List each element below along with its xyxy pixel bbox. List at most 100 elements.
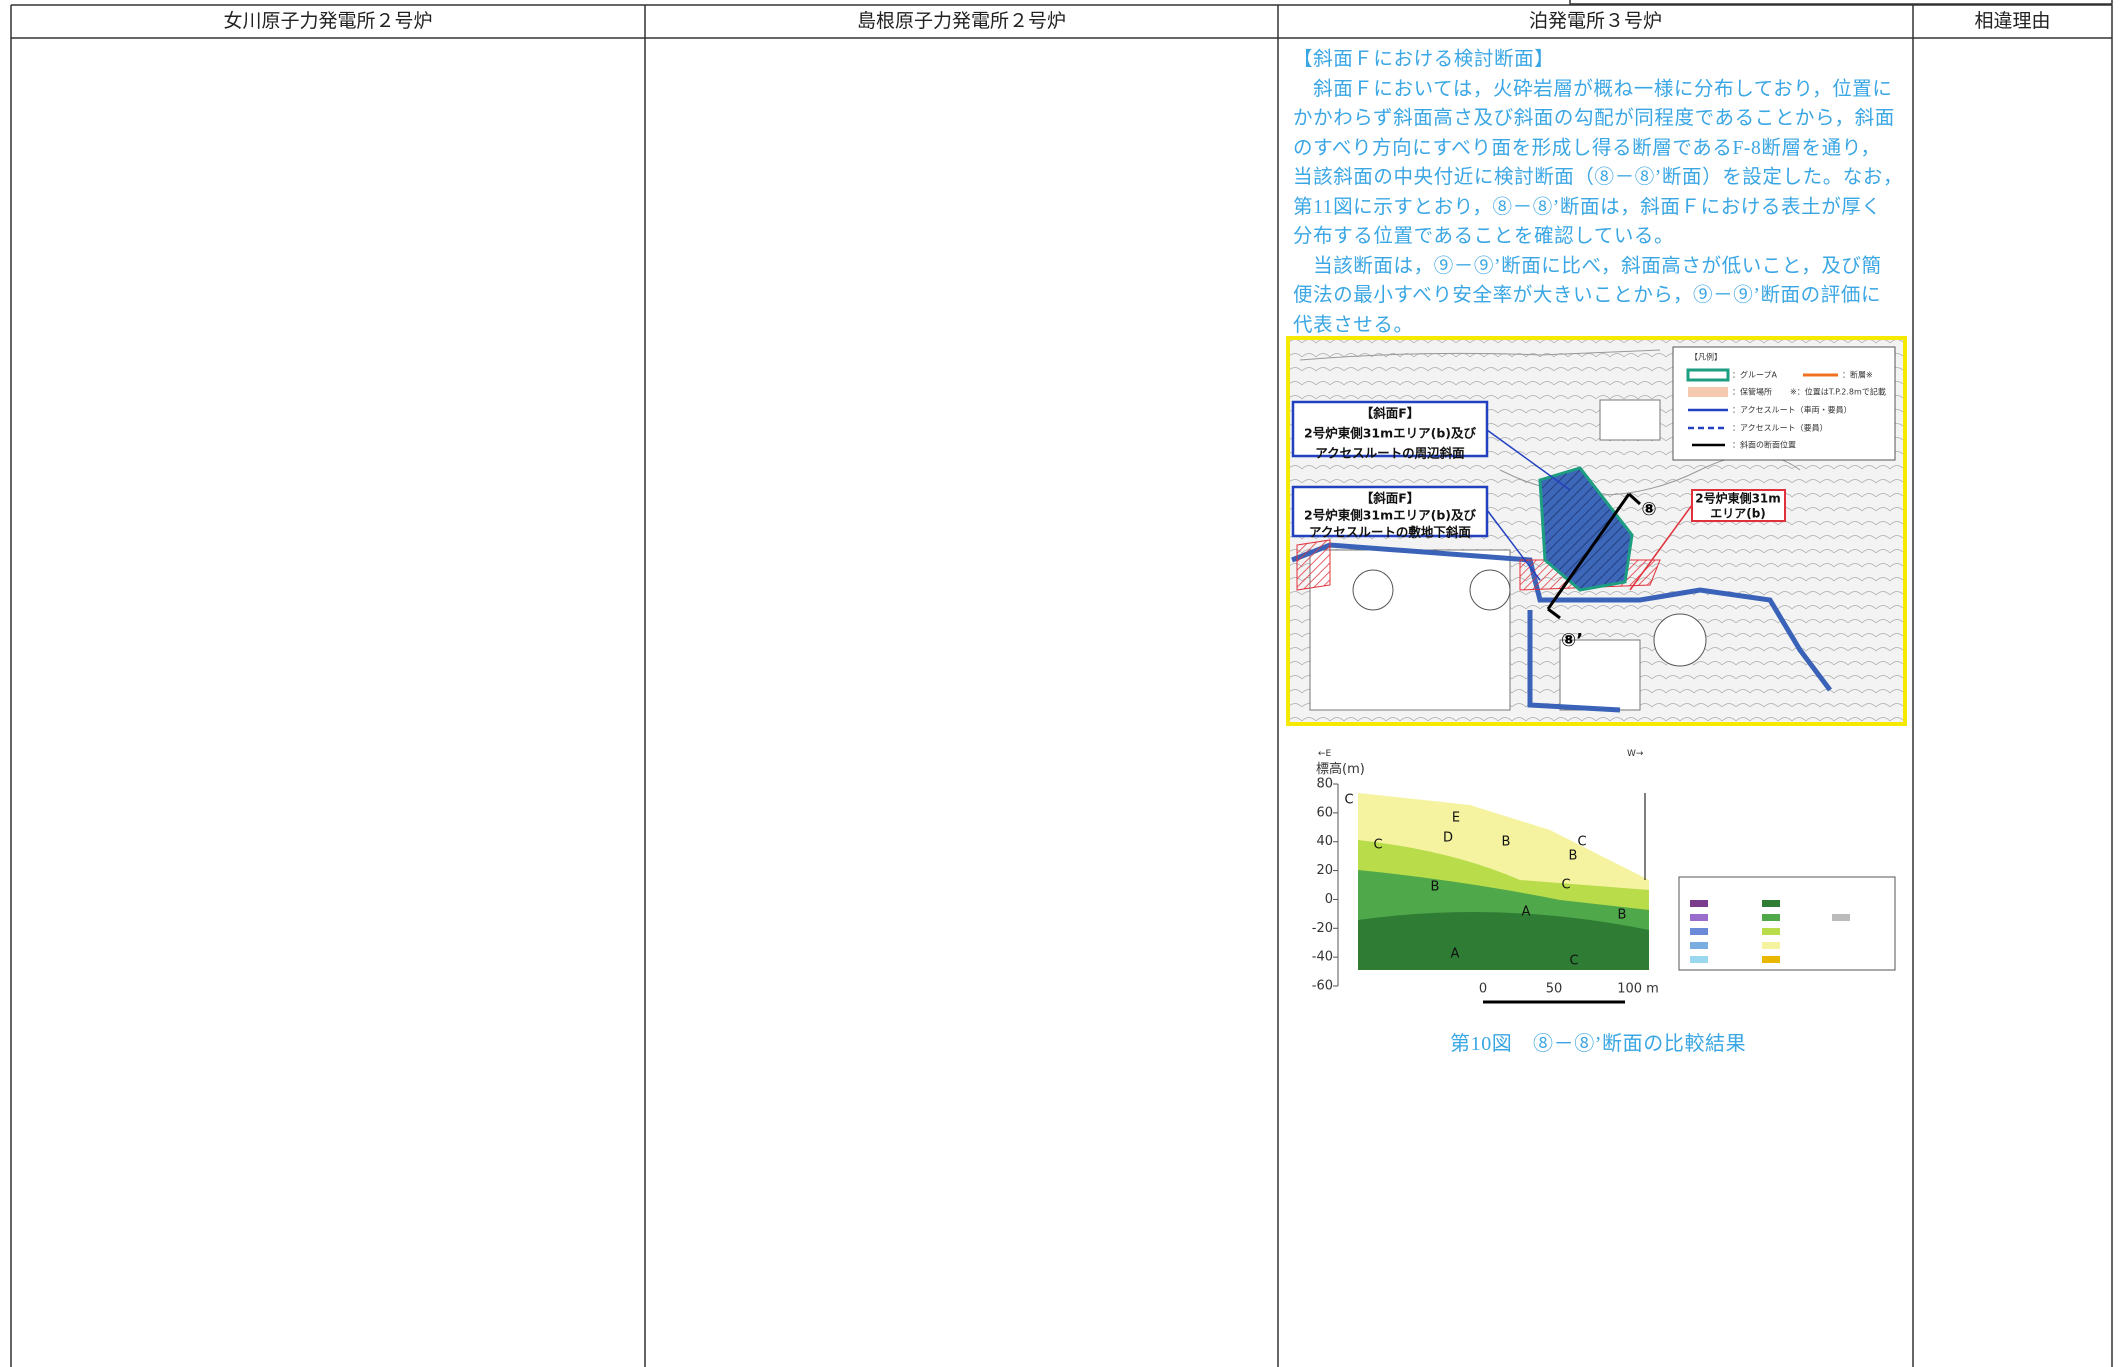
y-tick-label: 80 — [1316, 777, 1333, 792]
access-route — [1527, 610, 1621, 713]
legend-swatch — [1762, 914, 1780, 921]
callout-text: 2号炉東側31m — [1695, 491, 1781, 506]
reactor — [1469, 569, 1511, 611]
paragraph-line: 【斜面Ｆにおける検討断面】 — [1293, 49, 1555, 70]
section-marker: ⑧ — [1641, 499, 1656, 520]
paragraph-line: 斜面Ｆにおいては，火砕岩層が概ね一様に分布しており，位置に — [1293, 78, 1893, 100]
map-legend — [1672, 346, 1896, 461]
legend-text: ：アクセスルート（車両・要員） — [1732, 405, 1852, 415]
leader — [1486, 509, 1541, 581]
legend-swatch — [1762, 956, 1780, 963]
callout-text: 2号炉東側31mエリア(b)及び — [1304, 508, 1476, 523]
zone-label: A — [1451, 947, 1460, 962]
column-header: 泊発電所３号炉 — [1528, 11, 1662, 32]
section-marker: ⑧’ — [1561, 630, 1583, 651]
zone-label: B — [1502, 835, 1511, 850]
legend-swatch — [1690, 956, 1708, 963]
zone-label: C — [1373, 838, 1382, 853]
leader — [1486, 429, 1571, 491]
reactor — [1653, 613, 1707, 667]
leader — [1629, 504, 1693, 591]
legend-swatch — [1688, 387, 1728, 397]
zone-label: B — [1618, 908, 1627, 923]
y-tick-label: -20 — [1312, 921, 1333, 936]
zone-label: A — [1522, 905, 1531, 920]
y-tick-label: -60 — [1312, 979, 1333, 994]
zone-label: C — [1569, 954, 1578, 969]
callout-text: アクセスルートの敷地下斜面 — [1309, 525, 1471, 540]
legend-text: ：アクセスルート（要員） — [1732, 424, 1828, 433]
y-tick-label: 0 — [1325, 892, 1333, 907]
section-legend — [1678, 876, 1896, 971]
legend-swatch — [1762, 900, 1780, 907]
direction-label: ←E — [1318, 749, 1332, 759]
top-box — [1569, 0, 2113, 5]
y-tick-label: -40 — [1312, 950, 1333, 965]
paragraph-line: 当該斜面の中央付近に検討断面（⑧－⑧’断面）を設定した。なお， — [1293, 167, 1904, 188]
section-line — [1627, 492, 1642, 506]
paragraph-line: かかわらず斜面高さ及び斜面の勾配が同程度であることから，斜面 — [1293, 108, 1895, 129]
paragraph-line: 便法の最小すべり安全率が大きいことから，⑨－⑨’断面の評価に — [1293, 285, 1882, 306]
legend-text: ：グループA — [1732, 370, 1778, 380]
legend-swatch — [1690, 942, 1708, 949]
y-tick-label: 60 — [1316, 805, 1333, 820]
zone-label: C — [1577, 835, 1586, 850]
building — [1599, 399, 1661, 441]
figure-caption: 第10図 ⑧－⑧’断面の比較結果 — [1450, 1033, 1747, 1055]
paragraph-line: 分布する位置であることを確認している。 — [1293, 226, 1675, 247]
zone-label: B — [1431, 880, 1440, 895]
paragraph-line: 代表させる。 — [1293, 314, 1414, 336]
scale-label: 50 — [1546, 982, 1563, 997]
legend-swatch — [1762, 942, 1780, 949]
direction-label: W→ — [1627, 749, 1644, 759]
site-map — [1286, 336, 1907, 726]
legend-swatch — [1832, 914, 1850, 921]
scale-label: 0 — [1479, 982, 1487, 997]
layer-a — [1358, 912, 1649, 970]
cross-section — [1337, 784, 1896, 1004]
scale-label: 100 m — [1617, 982, 1659, 997]
legend-swatch — [1762, 928, 1780, 935]
y-tick-label: 20 — [1316, 863, 1333, 878]
column-header: 相違理由 — [1974, 11, 2051, 32]
y-tick-label: 40 — [1316, 834, 1333, 849]
callout-text: 2号炉東側31mエリア(b)及び — [1304, 426, 1476, 441]
callout-text: エリア(b) — [1710, 507, 1766, 521]
callout-text: 【斜面F】 — [1361, 491, 1420, 506]
zone-label: D — [1443, 831, 1453, 846]
legend-text: 【凡例】 — [1690, 352, 1722, 362]
legend-text: ：斜面の断面位置 — [1732, 440, 1796, 450]
zone-label: E — [1452, 811, 1460, 826]
legend-swatch — [1690, 914, 1708, 921]
access-route — [1291, 542, 1832, 692]
callout — [1291, 400, 1489, 458]
building — [1559, 639, 1641, 711]
contour — [1299, 349, 1661, 361]
paragraph-line: のすべり方向にすべり面を形成し得る断層であるF-8断層を通り， — [1293, 137, 1881, 159]
slope-area — [1296, 539, 1331, 591]
legend-text: ※：位置はT.P.2.8mで記載 — [1790, 387, 1886, 397]
legend-text: ：断層※ — [1842, 370, 1873, 380]
column-header: 女川原子力発電所２号炉 — [223, 11, 433, 32]
axis-label: 標高(m) — [1316, 761, 1365, 777]
zone-label: C — [1344, 793, 1353, 808]
paragraph-line: 当該断面は，⑨－⑨’断面に比べ，斜面高さが低いこと，及び簡 — [1293, 255, 1882, 277]
zone-label: C — [1561, 878, 1570, 893]
column-header: 島根原子力発電所２号炉 — [856, 11, 1066, 32]
slope-f — [1538, 466, 1634, 592]
section-line — [1546, 493, 1631, 610]
section-line — [1547, 607, 1561, 620]
legend-swatch — [1690, 900, 1708, 907]
zone-label: B — [1569, 849, 1578, 864]
legend-text: ：保管場所 — [1732, 387, 1772, 397]
paragraph-line: 第11図に示すとおり，⑧－⑧’断面は，斜面Ｆにおける表土が厚く — [1293, 196, 1882, 218]
reactor — [1352, 569, 1394, 611]
callout — [1691, 489, 1786, 522]
legend-swatch — [1686, 368, 1730, 382]
callout — [1291, 485, 1489, 538]
callout-text: 【斜面F】 — [1361, 406, 1420, 421]
callout-text: アクセスルートの周辺斜面 — [1315, 446, 1465, 461]
legend-swatch — [1690, 928, 1708, 935]
